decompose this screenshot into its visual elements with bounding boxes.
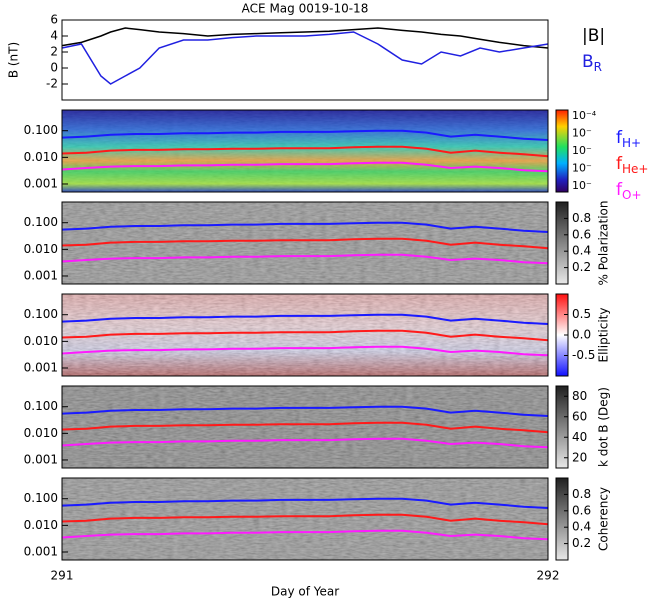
y-axis-label: B (nT) — [7, 42, 21, 78]
plot-frame — [61, 293, 549, 377]
y-tick-label: 0.100 — [24, 123, 58, 137]
chart-title: ACE Mag 0019-10-18 — [242, 2, 369, 16]
legend-entry: |B| — [582, 26, 605, 46]
colorbar-title: k dot B (Deg) — [597, 387, 611, 467]
colorbar — [555, 201, 569, 285]
legend-entry: fHe+ — [616, 154, 648, 176]
frequency-line — [61, 529, 549, 541]
y-tick-label: 0.010 — [24, 334, 58, 348]
y-tick-label: 6 — [50, 13, 58, 27]
plot-frame — [61, 477, 549, 561]
y-tick-label: 0.010 — [24, 518, 58, 532]
y-tick-label: 0.010 — [24, 426, 58, 440]
colorbar-tick-label: 0.8 — [572, 211, 591, 225]
colorbar-label: 10⁻⁴ — [572, 109, 597, 122]
colorbar-tick-label: 20 — [572, 450, 587, 464]
colorbar-title: % Polarization — [597, 201, 611, 286]
colorbar-tick-label: 0.0 — [572, 328, 591, 342]
y-tick-label: -2 — [46, 77, 58, 91]
colorbar-tick-label: 0.6 — [572, 227, 591, 241]
colorbar — [555, 109, 569, 193]
colorbar-label: 10⁻ — [572, 127, 592, 140]
y-tick-label: 4 — [50, 29, 58, 43]
legend-sub: O+ — [622, 188, 642, 202]
y-tick-label: 0.001 — [24, 360, 58, 374]
frequency-line — [61, 253, 549, 265]
colorbar-tick-label: 0.8 — [572, 487, 591, 501]
plot-frame — [61, 201, 549, 285]
frequency-line — [61, 145, 549, 158]
colorbar — [555, 385, 569, 469]
x-tick-label: 291 — [51, 569, 74, 583]
colorbar-tick-label: 0.4 — [572, 520, 591, 534]
frequency-line — [61, 237, 549, 250]
y-tick-label: 0.100 — [24, 399, 58, 413]
legend-name: B — [582, 52, 594, 72]
y-tick-label: 0.001 — [24, 268, 58, 282]
frequency-line — [61, 221, 549, 233]
y-tick-label: 0.001 — [24, 176, 58, 190]
legend-name: f — [616, 180, 623, 200]
legend-sub: H+ — [622, 136, 641, 150]
colorbar-label: 10⁻ — [572, 144, 592, 157]
frequency-line — [61, 161, 549, 173]
frequency-line — [61, 329, 549, 342]
legend-entry: fO+ — [616, 180, 642, 202]
legend-sub: R — [594, 60, 602, 74]
legend-entry: fH+ — [616, 128, 641, 150]
legend-entry: BR — [582, 52, 602, 74]
colorbar-tick-label: 0.4 — [572, 244, 591, 258]
y-tick-label: 0.001 — [24, 544, 58, 558]
y-tick-label: 0.100 — [24, 491, 58, 505]
frequency-line — [61, 405, 549, 417]
colorbar-label: 10⁻ — [572, 179, 592, 192]
frequency-line — [61, 345, 549, 357]
y-tick-label: 0.010 — [24, 242, 58, 256]
plot-frame — [61, 109, 549, 193]
frequency-line — [61, 421, 549, 434]
plot-frame — [61, 385, 549, 469]
y-tick-label: 0.100 — [24, 215, 58, 229]
y-tick-label: 0.010 — [24, 150, 58, 164]
colorbar-tick-label: 0.5 — [572, 307, 591, 321]
data-line — [61, 31, 549, 85]
y-tick-label: 0.001 — [24, 452, 58, 466]
frequency-line — [61, 497, 549, 509]
colorbar-tick-label: 40 — [572, 430, 587, 444]
colorbar-tick-label: 80 — [572, 389, 587, 403]
frequency-line — [61, 513, 549, 526]
colorbar-title: Ellipticity — [597, 308, 611, 363]
y-tick-label: 0.100 — [24, 307, 58, 321]
colorbar-label: 10⁻ — [572, 162, 592, 175]
legend-name: f — [616, 154, 623, 174]
y-tick-label: 0 — [50, 61, 58, 75]
colorbar-tick-label: 60 — [572, 409, 587, 423]
frequency-line — [61, 437, 549, 449]
colorbar-title: Coherency — [597, 487, 611, 551]
x-axis-label: Day of Year — [271, 585, 339, 599]
colorbar-tick-label: -0.5 — [572, 348, 595, 362]
frequency-line — [61, 313, 549, 325]
x-tick-label: 292 — [537, 569, 560, 583]
colorbar — [555, 477, 569, 561]
y-tick-label: 2 — [50, 45, 58, 59]
plot-frame — [61, 19, 549, 101]
legend-name: f — [616, 128, 623, 148]
legend-sub: He+ — [622, 162, 648, 176]
data-line — [61, 27, 549, 49]
frequency-line — [61, 129, 549, 141]
colorbar-tick-label: 0.2 — [572, 536, 591, 550]
colorbar-tick-label: 0.2 — [572, 260, 591, 274]
legend-name: |B| — [582, 26, 605, 46]
colorbar-tick-label: 0.6 — [572, 503, 591, 517]
